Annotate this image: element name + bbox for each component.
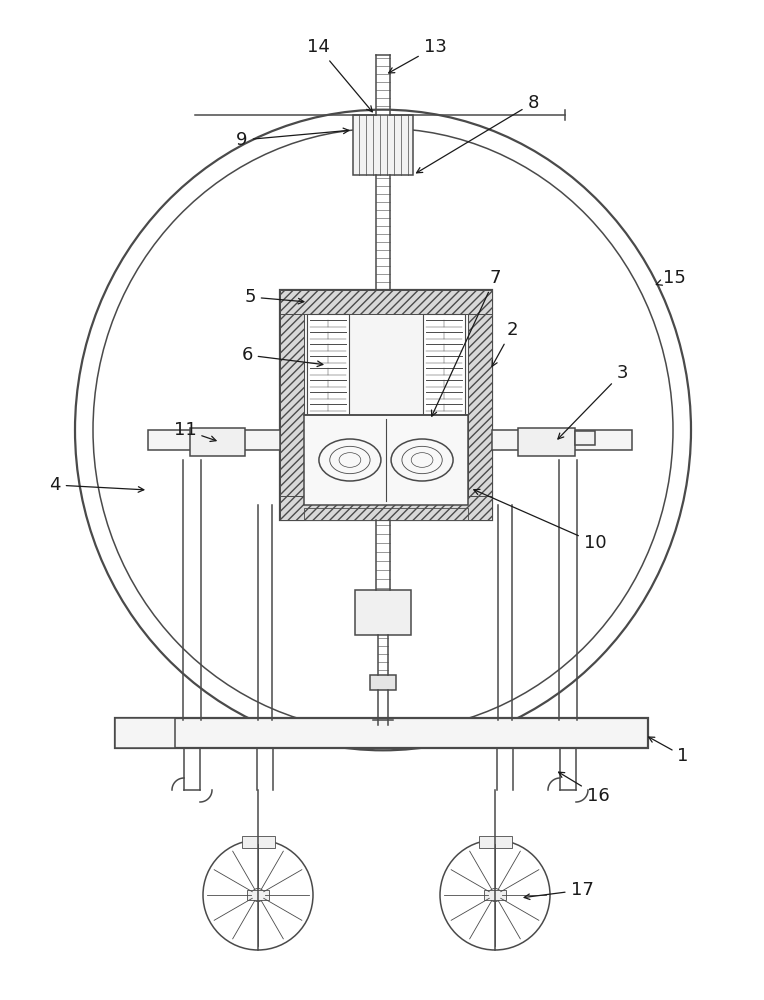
Bar bbox=[307, 314, 349, 415]
Bar bbox=[280, 290, 492, 520]
Bar bbox=[115, 718, 648, 748]
Bar bbox=[375, 720, 391, 730]
Bar bbox=[304, 415, 468, 505]
Text: 13: 13 bbox=[389, 38, 446, 73]
Bar bbox=[148, 430, 280, 450]
Bar bbox=[478, 836, 512, 848]
Text: 17: 17 bbox=[524, 881, 594, 900]
Text: 7: 7 bbox=[432, 269, 500, 416]
Bar bbox=[468, 290, 492, 520]
Text: 14: 14 bbox=[306, 38, 372, 112]
Text: 4: 4 bbox=[49, 476, 144, 494]
Text: 16: 16 bbox=[558, 772, 610, 805]
Bar bbox=[280, 496, 492, 520]
Bar bbox=[115, 718, 175, 748]
Text: 10: 10 bbox=[474, 489, 607, 552]
Text: 6: 6 bbox=[241, 346, 323, 367]
Text: 5: 5 bbox=[244, 288, 304, 306]
Bar bbox=[247, 890, 269, 900]
Bar bbox=[355, 590, 411, 635]
Bar bbox=[575, 431, 595, 445]
Bar bbox=[484, 890, 506, 900]
Bar bbox=[370, 675, 396, 690]
Text: 2: 2 bbox=[492, 321, 518, 366]
Text: 9: 9 bbox=[236, 128, 349, 149]
Bar bbox=[190, 428, 245, 456]
Bar bbox=[241, 836, 274, 848]
Text: 15: 15 bbox=[656, 269, 685, 287]
Text: 11: 11 bbox=[173, 421, 216, 441]
Bar bbox=[280, 290, 492, 314]
Bar bbox=[280, 290, 304, 520]
Circle shape bbox=[251, 888, 264, 902]
Bar bbox=[518, 428, 575, 456]
Bar bbox=[304, 508, 468, 520]
Text: 8: 8 bbox=[416, 94, 539, 173]
Circle shape bbox=[488, 888, 502, 902]
Bar bbox=[492, 430, 632, 450]
Bar bbox=[353, 115, 413, 175]
Text: 3: 3 bbox=[558, 364, 628, 439]
Bar bbox=[423, 314, 465, 415]
Text: 1: 1 bbox=[649, 737, 688, 765]
